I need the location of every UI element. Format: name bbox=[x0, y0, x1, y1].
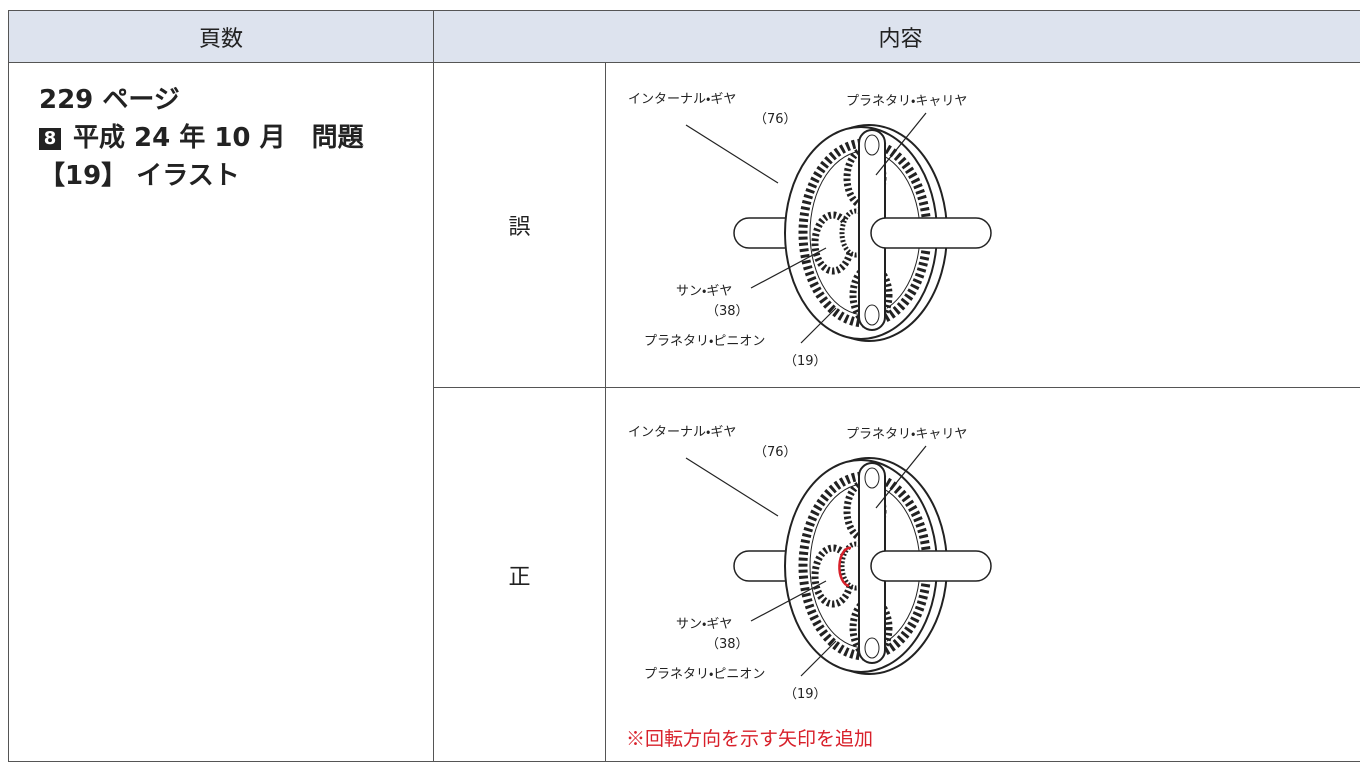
shaft bbox=[871, 218, 991, 248]
leader bbox=[686, 125, 778, 183]
label: インターナル・ギヤ bbox=[628, 425, 736, 440]
location-cell: 229 ページ 8 平成 24 年 10 月 問題 【19】 イラスト bbox=[9, 63, 434, 762]
header-cell: 内容 bbox=[434, 11, 1360, 63]
problem-ref: 8 平成 24 年 10 月 問題 bbox=[39, 119, 433, 157]
problem: 平成 24 年 10 月 問題 bbox=[73, 123, 364, 153]
page-ref: 229 ページ bbox=[39, 81, 433, 119]
row-label: 誤 bbox=[434, 63, 606, 388]
pin bbox=[865, 135, 879, 155]
pin bbox=[865, 468, 879, 488]
row-label: 正 bbox=[434, 388, 606, 762]
shaft bbox=[871, 551, 991, 581]
errata-table: 頁数 内容 229 ページ 8 平成 24 年 10 月 問題 【19】 イラスト… bbox=[8, 10, 1360, 762]
header-cell: 頁数 bbox=[9, 11, 434, 63]
label: （76） bbox=[754, 112, 797, 127]
diagram-cell: インターナル・ギヤ （76） プラネタリ・キャリヤサン・ギヤ （38） プラネタリ・ピニ… bbox=[606, 63, 1360, 388]
label: プラネタリ・ピニオン bbox=[644, 334, 765, 349]
pin bbox=[865, 305, 879, 325]
label: （76） bbox=[754, 445, 797, 460]
leader bbox=[686, 458, 778, 516]
label: サン・ギヤ bbox=[676, 284, 732, 299]
label: プラネタリ・キャリヤ bbox=[846, 427, 967, 442]
pin bbox=[865, 638, 879, 658]
label: プラネタリ・キャリヤ bbox=[846, 94, 967, 109]
diagram-cell: インターナル・ギヤ （76） プラネタリ・キャリヤサン・ギヤ （38） プラネタリ・ピニ… bbox=[606, 388, 1360, 762]
note: ※回転方向を示す矢印を追加 bbox=[626, 728, 873, 750]
label: （19） bbox=[784, 354, 827, 369]
item-ref: 【19】 イラスト bbox=[39, 157, 433, 195]
label: インターナル・ギヤ bbox=[628, 92, 736, 107]
label: （38） bbox=[706, 304, 749, 319]
label: プラネタリ・ピニオン bbox=[644, 667, 765, 682]
badge: 8 bbox=[39, 128, 61, 150]
label: サン・ギヤ bbox=[676, 617, 732, 632]
label: （38） bbox=[706, 637, 749, 652]
label: （19） bbox=[784, 687, 827, 702]
